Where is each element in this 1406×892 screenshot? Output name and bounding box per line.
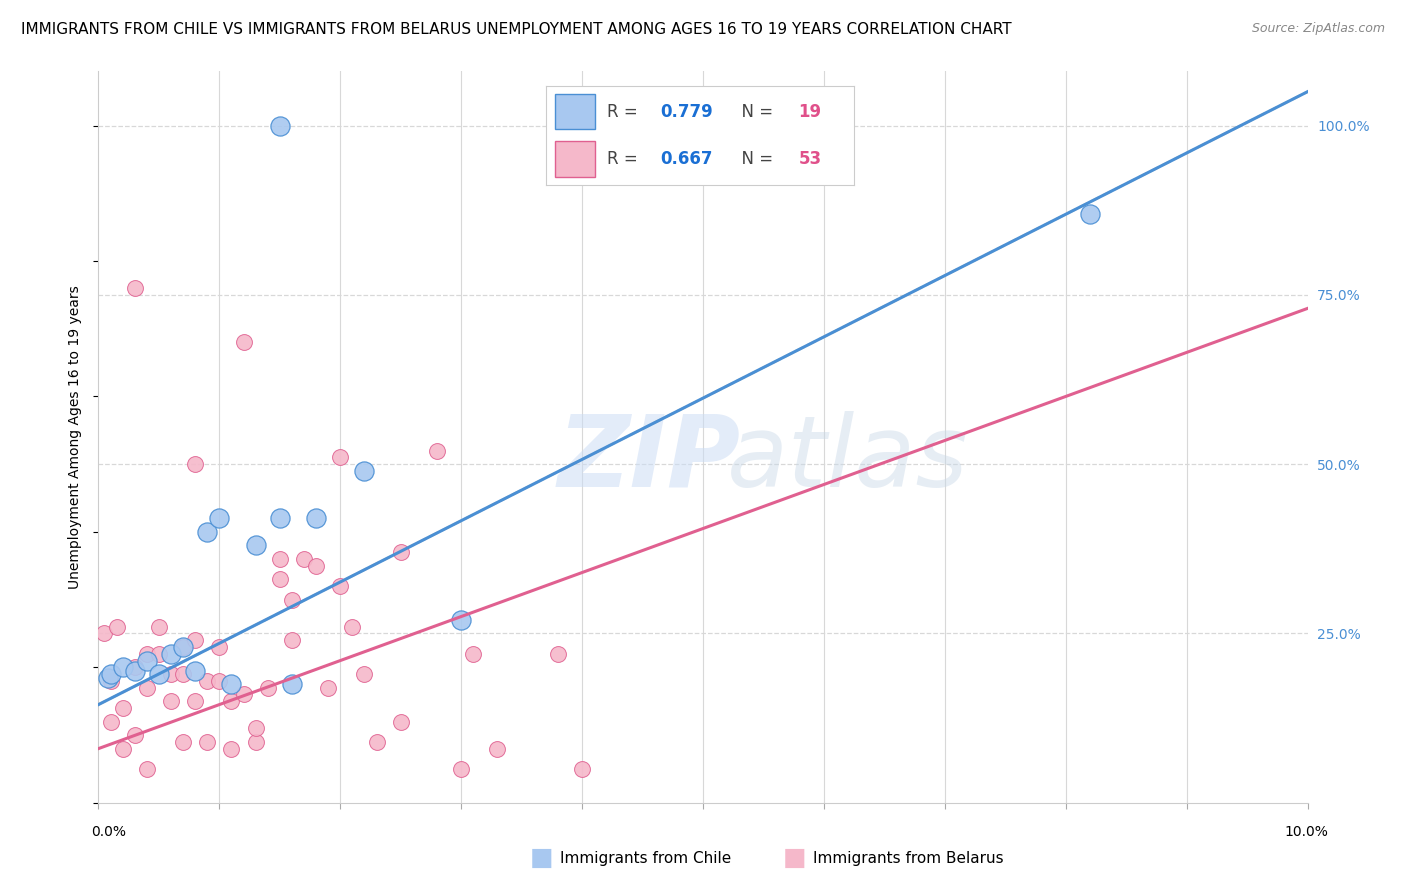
Point xyxy=(135,654,157,668)
Point xyxy=(148,620,170,634)
Point xyxy=(172,667,194,681)
Point xyxy=(389,714,412,729)
Point xyxy=(426,443,449,458)
Point xyxy=(305,511,328,525)
Point xyxy=(366,735,388,749)
Point xyxy=(208,673,231,688)
Point xyxy=(135,681,157,695)
Point xyxy=(195,524,218,539)
Point xyxy=(245,721,267,735)
Point xyxy=(571,762,593,776)
Point xyxy=(111,701,134,715)
Text: Immigrants from Belarus: Immigrants from Belarus xyxy=(813,851,1004,865)
Point xyxy=(184,457,207,471)
Point xyxy=(148,647,170,661)
Point xyxy=(245,735,267,749)
Point xyxy=(269,572,291,586)
Point xyxy=(1078,206,1101,220)
Point xyxy=(269,119,291,133)
Point xyxy=(256,681,278,695)
Text: Immigrants from Chile: Immigrants from Chile xyxy=(560,851,731,865)
Point xyxy=(232,335,254,350)
Text: 10.0%: 10.0% xyxy=(1285,825,1329,839)
Point xyxy=(111,741,134,756)
Point xyxy=(93,626,115,640)
Point xyxy=(148,667,170,681)
Text: IMMIGRANTS FROM CHILE VS IMMIGRANTS FROM BELARUS UNEMPLOYMENT AMONG AGES 16 TO 1: IMMIGRANTS FROM CHILE VS IMMIGRANTS FROM… xyxy=(21,22,1012,37)
Point xyxy=(184,664,207,678)
Point xyxy=(160,667,183,681)
Point xyxy=(172,640,194,654)
Point xyxy=(124,281,146,295)
Point xyxy=(184,694,207,708)
Point xyxy=(208,640,231,654)
Point xyxy=(160,647,183,661)
Point xyxy=(221,694,243,708)
Text: 0.0%: 0.0% xyxy=(91,825,127,839)
Point xyxy=(105,620,128,634)
Text: ■: ■ xyxy=(530,847,553,870)
Point xyxy=(100,673,122,688)
Point xyxy=(124,660,146,674)
Point xyxy=(245,538,267,552)
Point xyxy=(450,613,472,627)
Point xyxy=(342,620,364,634)
Point xyxy=(221,677,243,691)
Point xyxy=(389,545,412,559)
Point xyxy=(135,762,157,776)
Point xyxy=(208,511,231,525)
Point xyxy=(160,694,183,708)
Point xyxy=(124,664,146,678)
Point xyxy=(486,741,509,756)
Point xyxy=(281,633,304,648)
Point xyxy=(292,552,315,566)
Point xyxy=(111,660,134,674)
Point xyxy=(281,592,304,607)
Point xyxy=(100,714,122,729)
Point xyxy=(329,579,352,593)
Point xyxy=(221,741,243,756)
Point xyxy=(463,647,485,661)
Text: ZIP: ZIP xyxy=(558,410,741,508)
Point xyxy=(353,667,375,681)
Y-axis label: Unemployment Among Ages 16 to 19 years: Unemployment Among Ages 16 to 19 years xyxy=(69,285,83,589)
Point xyxy=(172,735,194,749)
Point xyxy=(269,552,291,566)
Point xyxy=(100,667,122,681)
Point xyxy=(135,647,157,661)
Point xyxy=(329,450,352,465)
Point xyxy=(172,640,194,654)
Point xyxy=(305,558,328,573)
Point xyxy=(316,681,339,695)
Point xyxy=(97,671,120,685)
Point xyxy=(124,728,146,742)
Point xyxy=(195,673,218,688)
Point xyxy=(195,735,218,749)
Text: ■: ■ xyxy=(783,847,806,870)
Text: Source: ZipAtlas.com: Source: ZipAtlas.com xyxy=(1251,22,1385,36)
Point xyxy=(269,511,291,525)
Point xyxy=(547,647,569,661)
Point xyxy=(353,464,375,478)
Point xyxy=(450,762,472,776)
Point xyxy=(232,688,254,702)
Point xyxy=(184,633,207,648)
Point xyxy=(281,677,304,691)
Text: atlas: atlas xyxy=(727,410,969,508)
